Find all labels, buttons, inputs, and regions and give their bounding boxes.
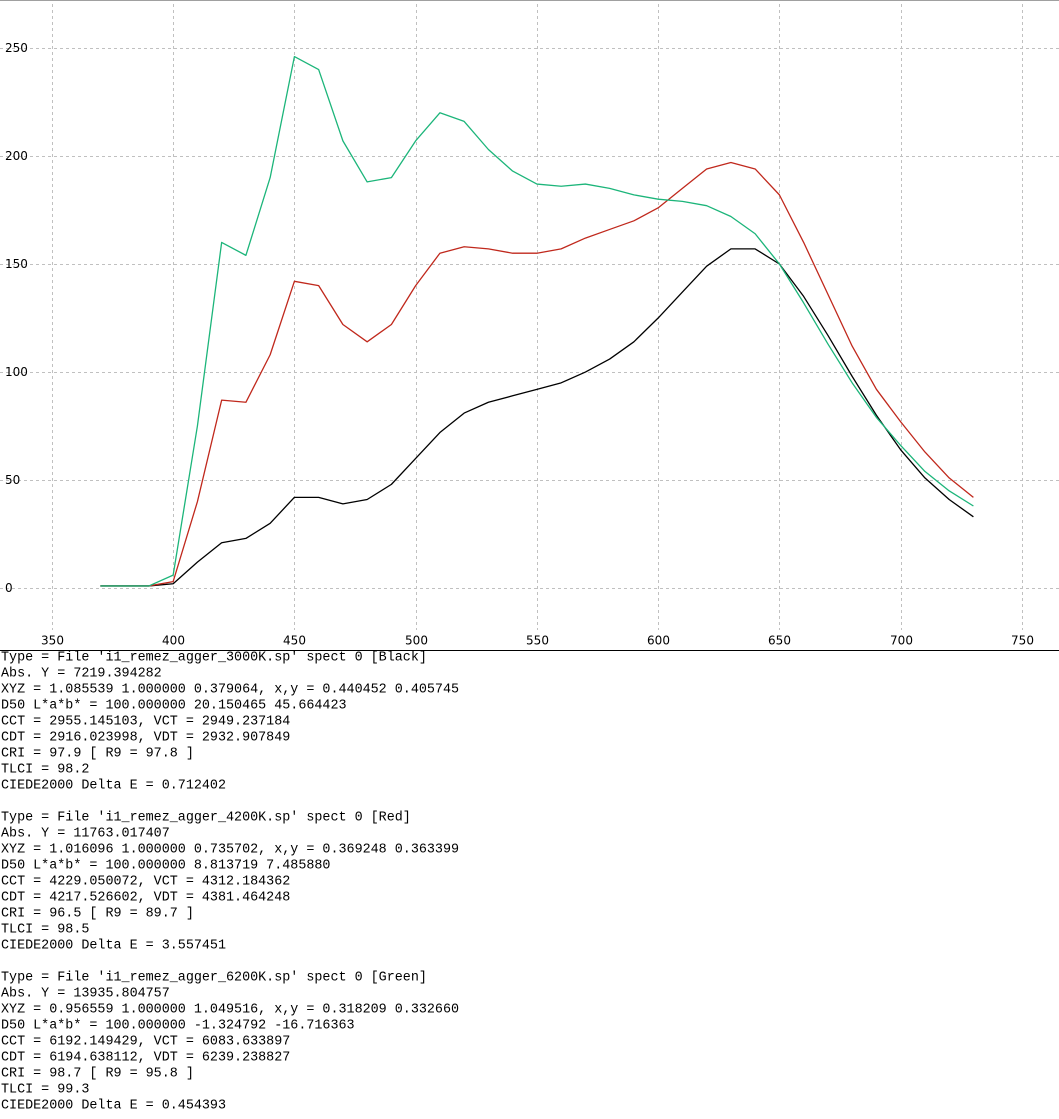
x-tick-label: 600 [647,634,670,648]
y-tick-label: 250 [5,41,28,55]
report-line: CCT = 4229.050072, VCT = 4312.184362 [1,875,290,890]
x-tick-label: 550 [526,634,549,648]
report-line: D50 L*a*b* = 100.000000 20.150465 45.664… [1,699,347,714]
y-tick-label: 50 [5,473,20,487]
report-line: D50 L*a*b* = 100.000000 8.813719 7.48588… [1,859,330,874]
report-line: Type = File 'i1_remez_agger_3000K.sp' sp… [1,651,427,666]
x-tick-label: 650 [768,634,791,648]
report-line: TLCI = 98.5 [1,923,89,938]
report: Type = File 'i1_remez_agger_3000K.sp' sp… [1,651,459,1114]
x-tick-label: 500 [405,634,428,648]
report-line: D50 L*a*b* = 100.000000 -1.324792 -16.71… [1,1019,355,1034]
x-tick-label: 400 [162,634,185,648]
x-tick-label: 450 [283,634,306,648]
report-line: CRI = 96.5 [ R9 = 89.7 ] [1,907,194,922]
report-line: Abs. Y = 11763.017407 [1,827,170,842]
report-line: CCT = 6192.149429, VCT = 6083.633897 [1,1035,290,1050]
y-tick-label: 150 [5,257,28,271]
report-line: Abs. Y = 13935.804757 [1,987,170,1002]
y-tick-label: 200 [5,149,28,163]
x-tick-label: 700 [890,634,913,648]
report-line: CIEDE2000 Delta E = 3.557451 [1,939,226,954]
report-line: CIEDE2000 Delta E = 0.712402 [1,779,226,794]
report-line: CDT = 2916.023998, VDT = 2932.907849 [1,731,290,746]
report-line: CCT = 2955.145103, VCT = 2949.237184 [1,715,290,730]
report-line: CRI = 97.9 [ R9 = 97.8 ] [1,747,194,762]
report-line: CDT = 4217.526602, VDT = 4381.464248 [1,891,290,906]
report-line: XYZ = 1.016096 1.000000 0.735702, x,y = … [1,843,459,858]
report-line: XYZ = 0.956559 1.000000 1.049516, x,y = … [1,1003,459,1018]
report-line: Abs. Y = 7219.394282 [1,667,162,682]
series-line [100,161,974,587]
report-line: CDT = 6194.638112, VDT = 6239.238827 [1,1051,290,1066]
report-line: CIEDE2000 Delta E = 0.454393 [1,1099,226,1114]
series-line [100,248,974,587]
report-line: Type = File 'i1_remez_agger_6200K.sp' sp… [1,971,427,986]
report-line: TLCI = 99.3 [1,1083,89,1098]
x-tick-label: 350 [41,634,64,648]
report-line: CRI = 98.7 [ R9 = 95.8 ] [1,1067,194,1082]
report-line: Type = File 'i1_remez_agger_4200K.sp' sp… [1,811,411,826]
x-tick-label: 750 [1011,634,1034,648]
report-line: TLCI = 98.2 [1,763,89,778]
plot: 0 50 100 150 200 250 350 400 450 500 550 600 650 700 7… [0,4,1059,648]
y-tick-label: 100 [5,365,28,379]
series-line [100,55,974,587]
report-line: XYZ = 1.085539 1.000000 0.379064, x,y = … [1,683,459,698]
y-tick-label: 0 [5,581,13,595]
